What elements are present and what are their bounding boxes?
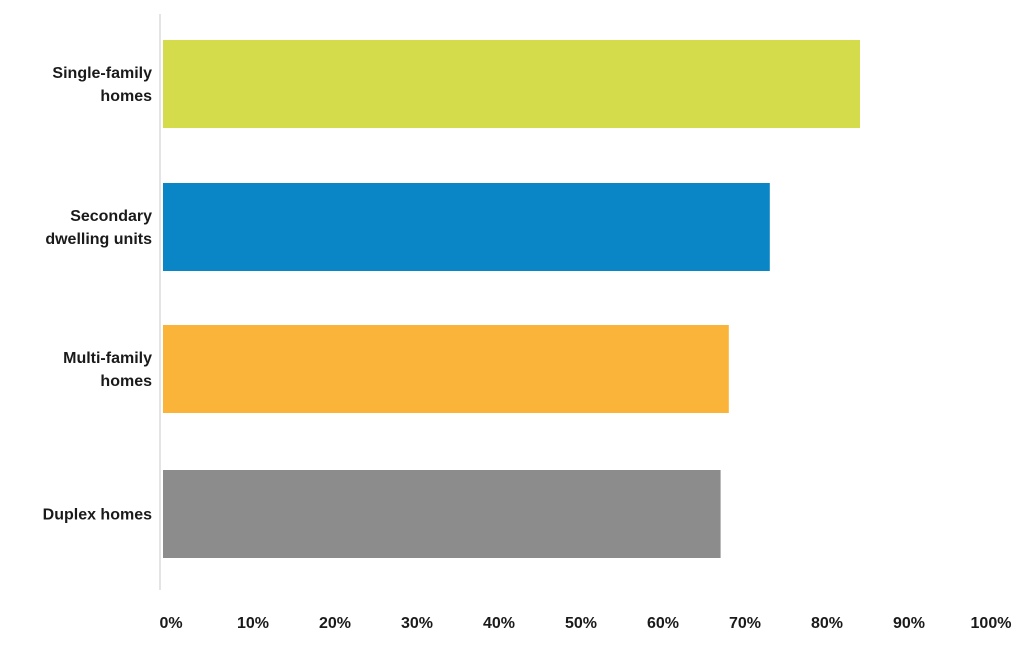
x-tick-label-7: 70%: [729, 615, 761, 632]
x-tick-label-6: 60%: [647, 615, 679, 632]
bar-1: [163, 183, 770, 271]
bar-3: [163, 470, 721, 558]
x-tick-label-10: 100%: [971, 615, 1012, 632]
bar-0: [163, 40, 860, 128]
category-label-0: Single-family homes: [52, 65, 152, 105]
x-tick-label-9: 90%: [893, 615, 925, 632]
category-label-3: Duplex homes: [43, 507, 152, 524]
category-label-1: Secondary dwelling units: [45, 208, 152, 248]
category-label-2-line-0: Multi-family: [63, 350, 152, 367]
x-tick-label-1: 10%: [237, 615, 269, 632]
category-label-0-line-1: homes: [100, 88, 152, 105]
category-label-1-line-0: Secondary: [70, 208, 152, 225]
category-label-2-line-1: homes: [100, 373, 152, 390]
bars-layer: [163, 40, 860, 558]
x-tick-label-3: 30%: [401, 615, 433, 632]
x-tick-label-5: 50%: [565, 615, 597, 632]
x-tick-label-2: 20%: [319, 615, 351, 632]
category-labels-layer: Single-family homes Secondary dwelling unit…: [43, 65, 152, 523]
category-label-1-line-1: dwelling units: [45, 231, 152, 248]
x-tick-labels-layer: 0% 10% 20% 30% 40% 50% 60% 70% 80% 90% 100%: [159, 615, 1011, 632]
x-tick-label-0: 0%: [159, 615, 182, 632]
x-tick-label-4: 40%: [483, 615, 515, 632]
category-label-3-line-0: Duplex homes: [43, 507, 152, 524]
category-label-0-line-0: Single-family: [52, 65, 152, 82]
x-tick-label-8: 80%: [811, 615, 843, 632]
bar-2: [163, 325, 729, 413]
category-label-2: Multi-family homes: [63, 350, 152, 390]
